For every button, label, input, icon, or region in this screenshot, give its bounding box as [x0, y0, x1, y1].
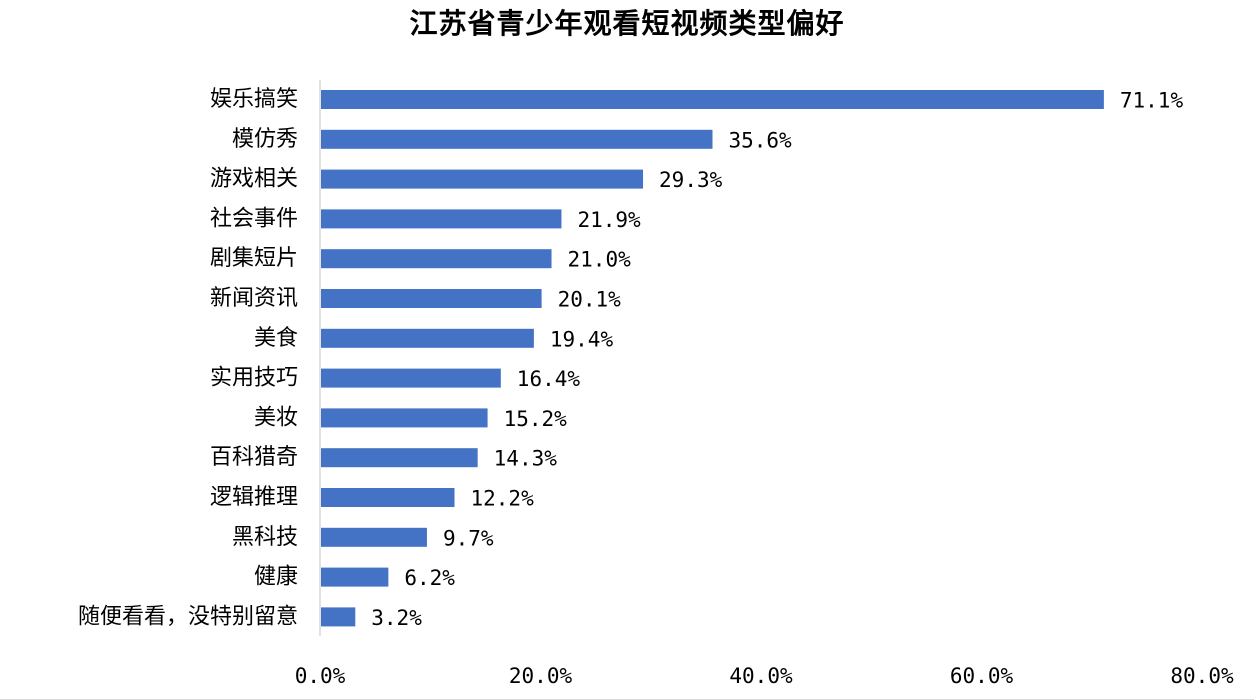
data-label: 19.4%: [550, 327, 614, 351]
x-tick-label: 0.0%: [295, 664, 346, 688]
x-tick-label: 80.0%: [1170, 664, 1234, 688]
category-label: 随便看看，没特别留意: [78, 604, 298, 629]
bar: [321, 408, 488, 428]
x-tick-label: 20.0%: [509, 664, 573, 688]
category-label: 游戏相关: [210, 167, 298, 192]
category-label: 社会事件: [210, 206, 298, 231]
bar: [321, 289, 542, 308]
x-tick-label: 40.0%: [729, 664, 793, 688]
bar: [321, 129, 713, 149]
category-label: 百科猎奇: [210, 445, 298, 470]
bar: [321, 249, 552, 269]
bar: [321, 169, 644, 189]
category-label: 美食: [254, 326, 298, 351]
chart-title: 江苏省青少年观看短视频类型偏好: [409, 7, 845, 40]
category-label: 黑科技: [232, 525, 298, 550]
data-label: 20.1%: [558, 288, 622, 312]
bar: [321, 567, 389, 587]
data-label: 9.7%: [443, 526, 494, 550]
category-label: 实用技巧: [210, 366, 298, 391]
data-label: 15.2%: [504, 407, 568, 431]
data-label: 21.9%: [577, 208, 641, 232]
data-label: 71.1%: [1120, 89, 1184, 113]
data-label: 14.3%: [494, 447, 558, 471]
bar: [321, 209, 562, 229]
data-label: 16.4%: [517, 367, 581, 391]
bar: [321, 488, 455, 507]
bar: [321, 527, 427, 547]
category-label: 娱乐搞笑: [210, 87, 298, 112]
data-label: 3.2%: [371, 606, 422, 630]
data-label: 21.0%: [568, 248, 632, 272]
bar: [321, 328, 534, 348]
category-label: 逻辑推理: [210, 485, 298, 510]
data-label: 12.2%: [471, 487, 535, 511]
category-label: 剧集短片: [210, 246, 298, 271]
x-tick-label: 60.0%: [950, 664, 1014, 688]
bar: [321, 90, 1104, 109]
bar: [321, 368, 501, 388]
bar: [321, 607, 356, 627]
data-label: 29.3%: [659, 168, 723, 192]
category-label: 模仿秀: [232, 127, 298, 152]
category-label: 新闻资讯: [210, 286, 298, 311]
category-label: 美妆: [254, 405, 298, 430]
category-label: 健康: [254, 565, 298, 590]
bar: [321, 448, 478, 468]
data-label: 35.6%: [728, 128, 792, 152]
data-label: 6.2%: [404, 566, 455, 590]
